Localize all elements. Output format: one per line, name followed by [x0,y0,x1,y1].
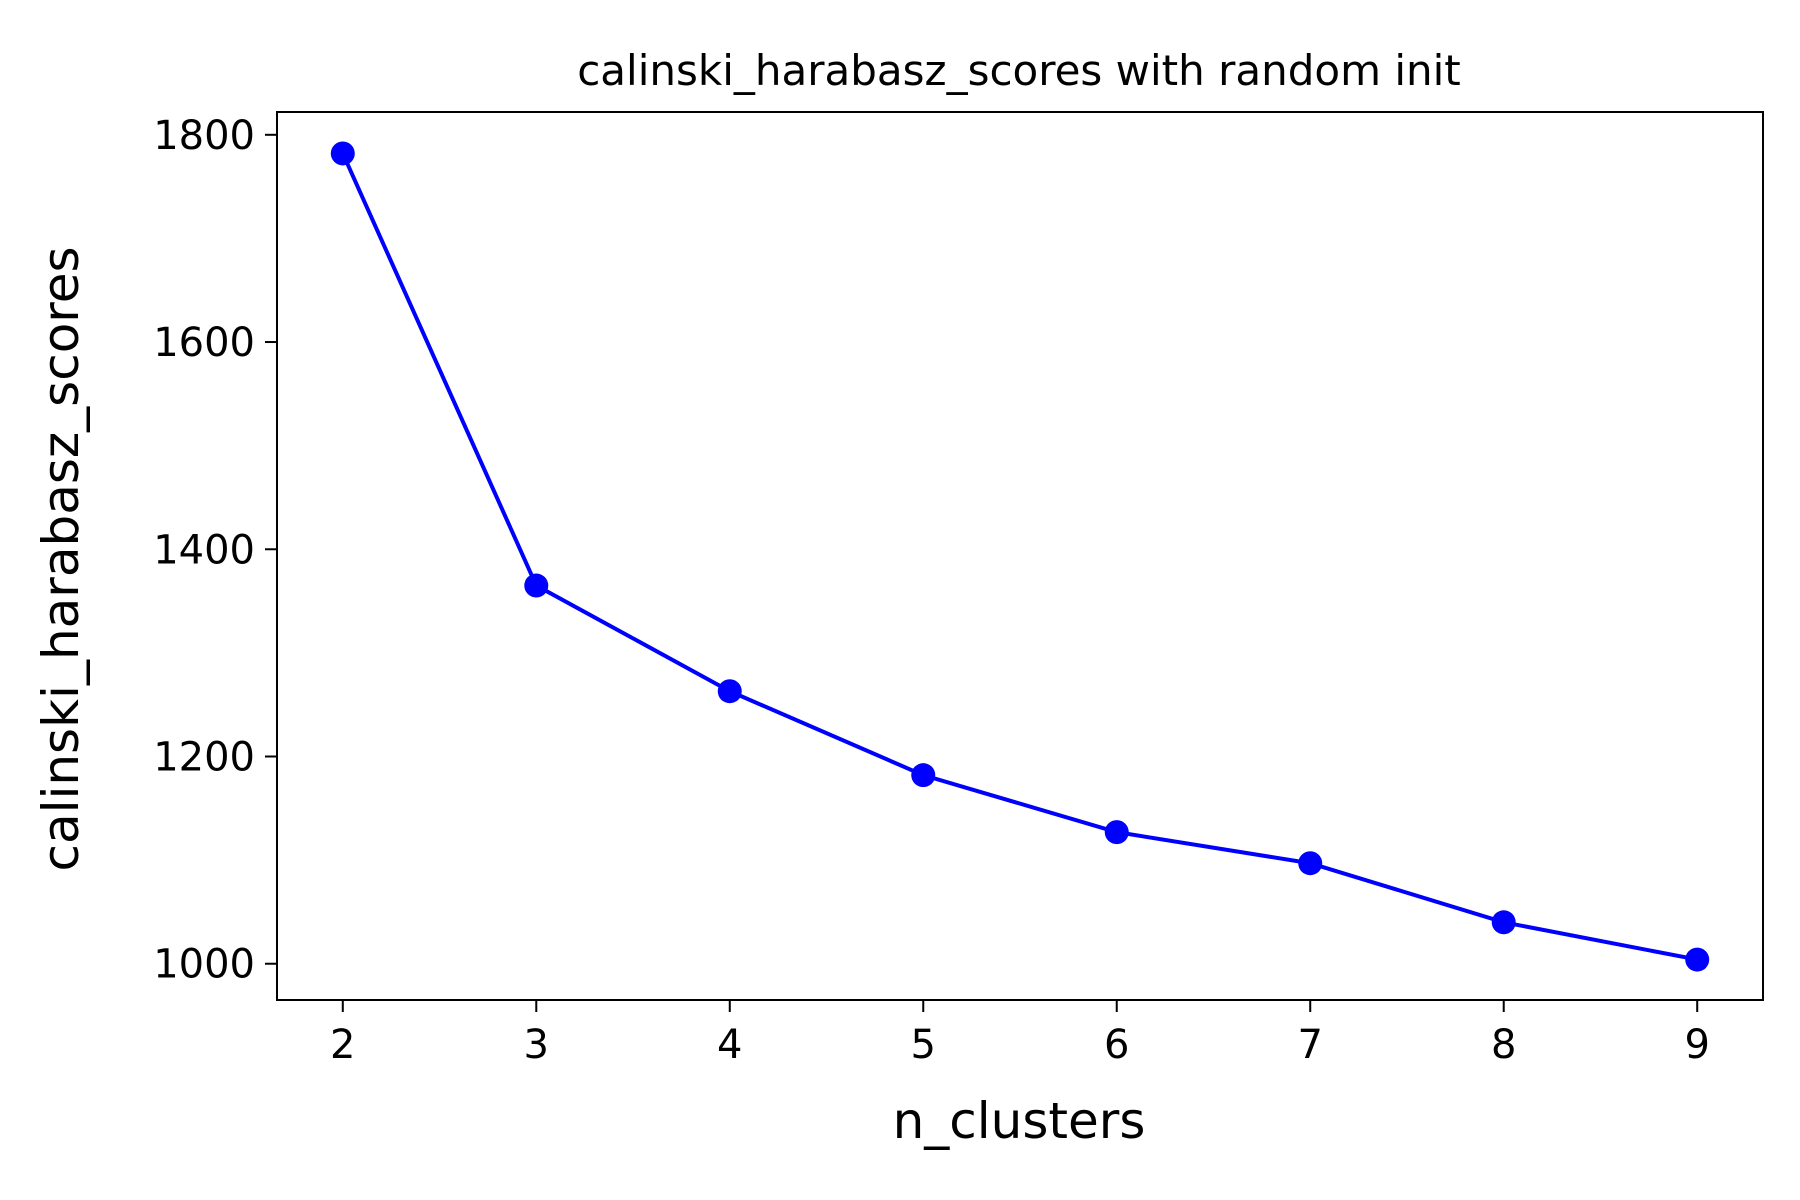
chart-title: calinski_harabasz_scores with random ini… [577,46,1461,95]
x-tick-label: 9 [1684,1022,1709,1068]
y-tick-label: 1600 [153,320,255,366]
x-tick-label: 3 [524,1022,549,1068]
x-tick-label: 6 [1104,1022,1129,1068]
data-point [1298,851,1323,876]
x-tick-label: 7 [1298,1022,1323,1068]
series-layer [330,141,1710,972]
x-tick-label: 2 [330,1022,355,1068]
data-point [1104,820,1129,845]
x-tick-label: 5 [911,1022,936,1068]
x-axis: 2 3 4 5 6 7 8 9 [330,1000,1710,1068]
plot-area: 2 3 4 5 6 7 8 9 1000 1200 1400 1600 1800 [153,111,1764,1068]
data-point [717,679,742,704]
y-tick-label: 1000 [153,942,255,988]
y-tick-label: 1400 [153,527,255,573]
axes-frame [276,111,1764,1001]
y-tick-label: 1800 [153,113,255,159]
data-point [1685,947,1710,972]
y-axis: 1000 1200 1400 1600 1800 [153,113,277,988]
y-axis-label: calinski_harabasz_scores [32,246,90,871]
data-point [911,763,936,788]
x-tick-label: 8 [1491,1022,1516,1068]
y-tick-label: 1200 [153,734,255,780]
x-axis-label: n_clusters [893,1092,1146,1150]
x-tick-label: 4 [717,1022,742,1068]
series-line [340,152,1698,962]
data-point [524,573,549,598]
data-point [1491,910,1516,935]
data-point [330,141,355,166]
